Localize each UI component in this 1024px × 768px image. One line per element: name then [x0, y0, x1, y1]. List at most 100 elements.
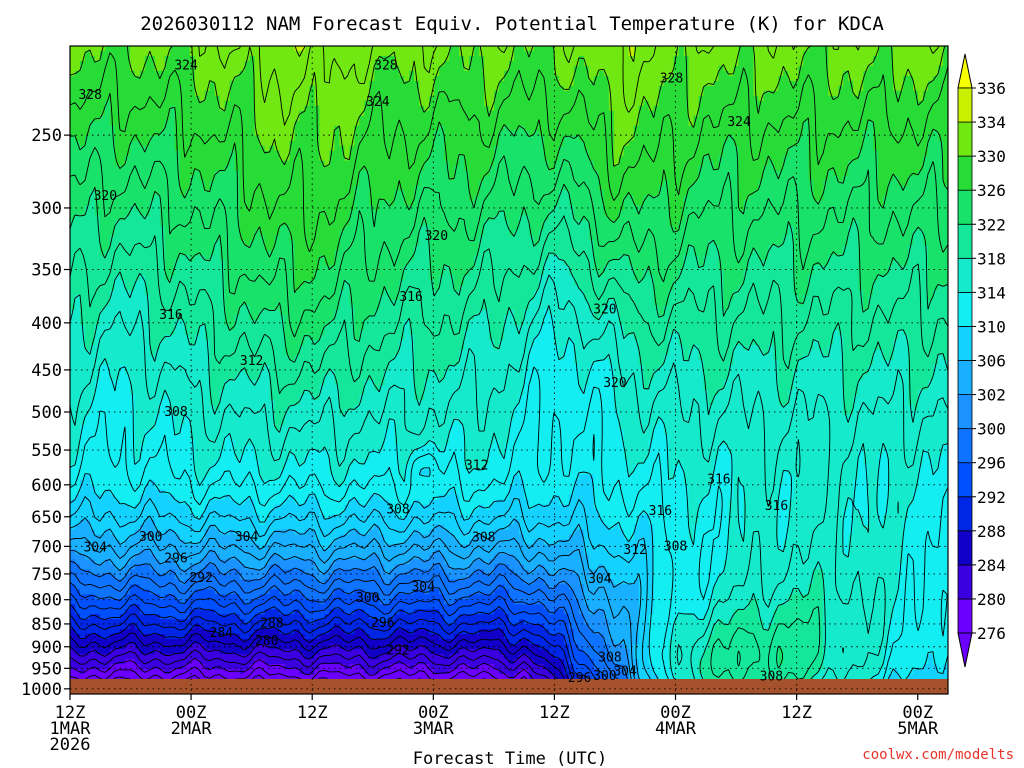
- contour-fill-cell: [459, 81, 465, 87]
- contour-fill-cell: [449, 91, 455, 97]
- contour-fill-cell: [719, 91, 725, 97]
- contour-fill-cell: [898, 51, 904, 57]
- contour-fill-cell: [210, 96, 216, 102]
- contour-fill-cell: [389, 96, 395, 102]
- contour-fill-cell: [324, 46, 330, 52]
- contour-fill-cell: [394, 76, 400, 82]
- contour-fill-cell: [709, 66, 715, 72]
- contour-fill-cell: [893, 86, 899, 92]
- contour-fill-cell: [753, 86, 759, 92]
- contour-fill-cell: [838, 61, 844, 67]
- contour-fill-cell: [918, 86, 924, 92]
- contour-fill-cell: [694, 86, 700, 92]
- contour-fill-cell: [489, 51, 495, 57]
- contour-fill-cell: [349, 56, 355, 62]
- contour-fill-cell: [838, 56, 844, 62]
- contour-fill-cell: [674, 91, 680, 97]
- contour-fill-cell: [853, 71, 859, 77]
- contour-fill-cell: [260, 81, 266, 87]
- contour-fill-cell: [105, 86, 111, 92]
- contour-fill-cell: [748, 51, 754, 57]
- contour-fill-cell: [70, 66, 76, 72]
- contour-fill-cell: [793, 91, 799, 97]
- contour-fill-cell: [150, 66, 156, 72]
- contour-fill-cell: [339, 61, 345, 67]
- contour-fill-cell: [190, 76, 196, 82]
- contour-fill-cell: [863, 46, 869, 52]
- contour-fill-cell: [70, 86, 76, 92]
- contour-fill-cell: [444, 71, 450, 77]
- contour-fill-cell: [444, 86, 450, 92]
- contour-fill-cell: [304, 96, 310, 102]
- contour-fill-cell: [175, 96, 181, 102]
- contour-fill-cell: [863, 86, 869, 92]
- contour-fill-cell: [200, 86, 206, 92]
- contour-fill-cell: [549, 61, 555, 67]
- contour-fill-cell: [210, 91, 216, 97]
- contour-fill-cell: [778, 91, 784, 97]
- contour-fill-cell: [329, 81, 335, 87]
- contour-fill-cell: [484, 96, 490, 102]
- contour-fill-cell: [843, 56, 849, 62]
- contour-fill-cell: [290, 61, 296, 67]
- contour-fill-cell: [729, 86, 735, 92]
- contour-fill-cell: [549, 76, 555, 82]
- contour-fill-cell: [649, 81, 655, 87]
- contour-fill-cell: [200, 46, 206, 52]
- contour-fill-cell: [85, 81, 91, 87]
- contour-fill-cell: [280, 66, 286, 72]
- contour-fill-cell: [654, 81, 660, 87]
- contour-fill-cell: [888, 56, 894, 62]
- contour-fill-cell: [679, 61, 685, 67]
- contour-fill-cell: [70, 61, 76, 67]
- contour-fill-cell: [699, 51, 705, 57]
- contour-fill-cell: [439, 96, 445, 102]
- contour-fill-cell: [135, 71, 141, 77]
- contour-fill-cell: [349, 76, 355, 82]
- contour-fill-cell: [285, 71, 291, 77]
- contour-fill-cell: [893, 56, 899, 62]
- contour-fill-cell: [833, 91, 839, 97]
- contour-fill-cell: [579, 66, 585, 72]
- contour-fill-cell: [270, 96, 276, 102]
- contour-fill-cell: [768, 66, 774, 72]
- contour-fill-cell: [479, 61, 485, 67]
- contour-fill-cell: [135, 56, 141, 62]
- contour-fill-cell: [694, 91, 700, 97]
- contour-fill-cell: [260, 51, 266, 57]
- contour-fill-cell: [270, 61, 276, 67]
- contour-fill-cell: [314, 51, 320, 57]
- contour-fill-cell: [659, 61, 665, 67]
- contour-fill-cell: [748, 76, 754, 82]
- contour-fill-cell: [339, 86, 345, 92]
- contour-fill-cell: [479, 86, 485, 92]
- contour-fill-cell: [908, 86, 914, 92]
- contour-fill-cell: [848, 46, 854, 52]
- contour-fill-cell: [220, 46, 226, 52]
- contour-fill-cell: [569, 66, 575, 72]
- contour-fill-cell: [324, 51, 330, 57]
- contour-fill-cell: [908, 91, 914, 97]
- contour-fill-cell: [379, 51, 385, 57]
- contour-fill-cell: [115, 56, 121, 62]
- contour-fill-cell: [205, 51, 211, 57]
- contour-fill-cell: [85, 61, 91, 67]
- contour-fill-cell: [629, 51, 635, 57]
- contour-fill-cell: [200, 66, 206, 72]
- contour-fill-cell: [484, 56, 490, 62]
- contour-fill-cell: [270, 51, 276, 57]
- contour-fill-cell: [893, 66, 899, 72]
- contour-fill-cell: [135, 51, 141, 57]
- contour-fill-cell: [933, 81, 939, 87]
- contour-fill-cell: [863, 61, 869, 67]
- contour-fill-cell: [783, 61, 789, 67]
- contour-fill-cell: [624, 61, 630, 67]
- contour-fill-cell: [314, 86, 320, 92]
- contour-fill-cell: [818, 66, 824, 72]
- contour-fill-cell: [549, 86, 555, 92]
- contour-fill-cell: [579, 81, 585, 87]
- contour-fill-cell: [469, 71, 475, 77]
- contour-fill-cell: [499, 86, 505, 92]
- contour-fill-cell: [190, 96, 196, 102]
- contour-fill-cell: [270, 81, 276, 87]
